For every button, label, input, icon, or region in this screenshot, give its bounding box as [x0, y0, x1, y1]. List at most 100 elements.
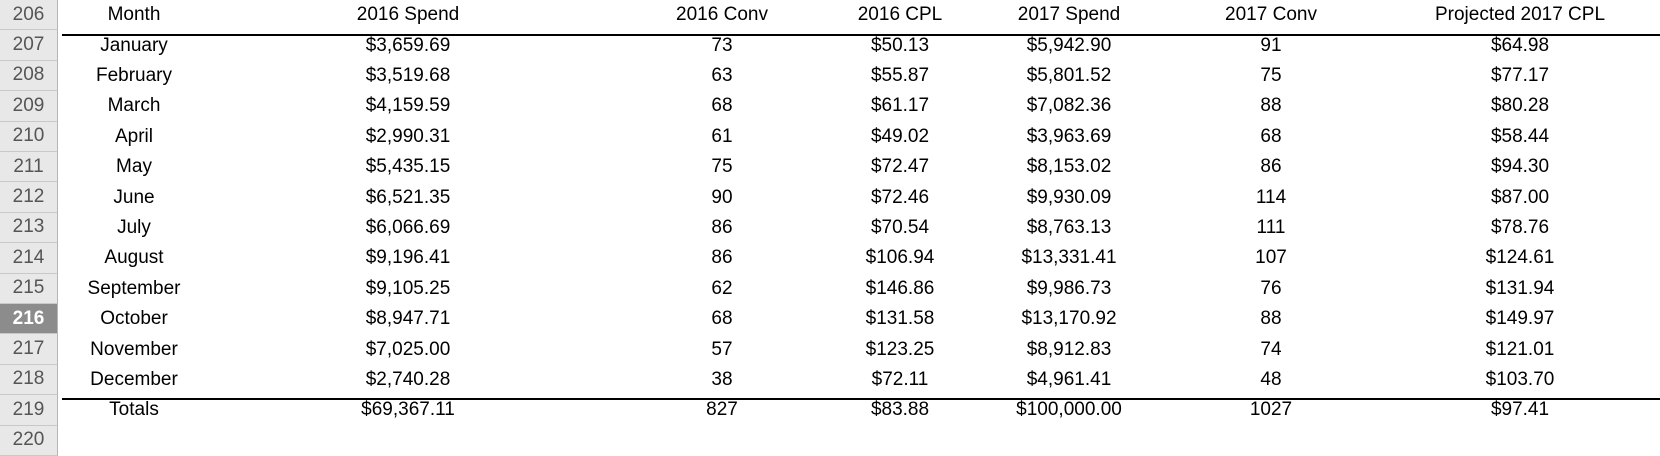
row-number[interactable]: 216 — [0, 304, 58, 335]
cell[interactable]: December — [90, 368, 178, 390]
cell[interactable]: $9,930.09 — [1026, 186, 1112, 208]
row-number[interactable]: 210 — [0, 121, 58, 152]
cell[interactable]: $7,082.36 — [1026, 95, 1112, 117]
header-cell[interactable]: 2016 CPL — [857, 4, 943, 26]
cell[interactable]: 86 — [711, 216, 733, 238]
cell[interactable]: August — [104, 247, 164, 269]
row-number[interactable]: 213 — [0, 212, 58, 244]
cell[interactable]: 114 — [1255, 186, 1287, 208]
row-number[interactable]: 211 — [0, 152, 58, 183]
total-cell[interactable]: $69,367.11 — [361, 399, 455, 421]
cell[interactable]: $121.01 — [1485, 338, 1555, 360]
header-cell[interactable]: 2017 Conv — [1225, 4, 1317, 26]
cell[interactable]: $72.47 — [870, 156, 930, 178]
cell[interactable]: $49.02 — [870, 125, 930, 147]
cell[interactable]: 90 — [711, 186, 733, 208]
cell[interactable]: $131.94 — [1485, 277, 1555, 299]
cell[interactable]: $58.44 — [1490, 125, 1550, 147]
cell[interactable]: $131.58 — [865, 308, 935, 330]
cell[interactable]: $13,170.92 — [1021, 308, 1117, 330]
cell[interactable]: $4,961.41 — [1026, 368, 1112, 390]
cell[interactable]: $7,025.00 — [365, 338, 451, 360]
total-cell[interactable]: 1027 — [1249, 399, 1293, 421]
cell[interactable]: 38 — [711, 368, 733, 390]
cell[interactable]: 75 — [1260, 64, 1282, 86]
cell[interactable]: $4,159.59 — [365, 95, 451, 117]
cell[interactable]: $2,990.31 — [365, 125, 451, 147]
cell[interactable]: January — [100, 34, 168, 56]
row-number[interactable]: 218 — [0, 364, 58, 396]
cell[interactable]: 88 — [1260, 95, 1282, 117]
cell[interactable]: $5,942.90 — [1026, 34, 1112, 56]
row-number[interactable]: 215 — [0, 273, 58, 304]
cell[interactable]: 68 — [711, 95, 733, 117]
total-cell[interactable]: 827 — [706, 399, 738, 421]
row-number[interactable]: 206 — [0, 0, 58, 31]
header-cell[interactable]: 2016 Conv — [676, 4, 768, 26]
header-cell[interactable]: Projected 2017 CPL — [1434, 4, 1606, 26]
cell[interactable]: $103.70 — [1485, 368, 1555, 390]
header-cell[interactable]: 2017 Spend — [1017, 4, 1121, 26]
cell[interactable]: February — [95, 64, 173, 86]
cell[interactable]: 68 — [711, 308, 733, 330]
total-cell[interactable]: $100,000.00 — [1016, 399, 1122, 421]
row-number[interactable]: 214 — [0, 243, 58, 274]
cell[interactable]: 88 — [1260, 308, 1282, 330]
cell[interactable]: $80.28 — [1490, 95, 1550, 117]
cell[interactable]: 86 — [1260, 156, 1282, 178]
cell[interactable]: $149.97 — [1485, 308, 1555, 330]
cell[interactable]: $3,659.69 — [365, 34, 451, 56]
row-number[interactable]: 219 — [0, 395, 58, 426]
cell[interactable]: $124.61 — [1485, 247, 1555, 269]
cell[interactable]: November — [90, 338, 178, 360]
cell[interactable]: March — [107, 95, 161, 117]
cell[interactable]: 57 — [711, 338, 733, 360]
cell[interactable]: 73 — [711, 34, 733, 56]
cell[interactable]: July — [117, 216, 151, 238]
cell[interactable]: $50.13 — [870, 34, 930, 56]
row-number[interactable]: 209 — [0, 91, 58, 122]
cell[interactable]: 107 — [1255, 247, 1287, 269]
cell[interactable]: 76 — [1260, 277, 1282, 299]
cell[interactable]: $6,066.69 — [365, 216, 451, 238]
cell[interactable]: $3,519.68 — [365, 64, 451, 86]
cell[interactable]: $8,763.13 — [1026, 216, 1112, 238]
cell[interactable]: $61.17 — [870, 95, 930, 117]
cell[interactable]: 74 — [1260, 338, 1282, 360]
total-cell[interactable]: $83.88 — [870, 399, 930, 421]
total-cell[interactable]: $97.41 — [1490, 399, 1550, 421]
cell[interactable]: 48 — [1260, 368, 1282, 390]
cell[interactable]: 91 — [1260, 34, 1282, 56]
cell[interactable]: $72.46 — [870, 186, 930, 208]
cell[interactable]: $8,947.71 — [365, 308, 451, 330]
cell[interactable]: $8,912.83 — [1026, 338, 1112, 360]
cell[interactable]: $72.11 — [871, 368, 929, 390]
cell[interactable]: September — [87, 277, 181, 299]
cell[interactable]: $146.86 — [865, 277, 935, 299]
header-cell[interactable]: 2016 Spend — [356, 4, 460, 26]
cell[interactable]: $64.98 — [1490, 34, 1550, 56]
cell[interactable]: $9,196.41 — [365, 247, 451, 269]
cell[interactable]: 111 — [1256, 216, 1286, 238]
cell[interactable]: $13,331.41 — [1021, 247, 1117, 269]
cell[interactable]: $123.25 — [865, 338, 935, 360]
cell[interactable]: April — [114, 125, 154, 147]
cell[interactable]: May — [116, 156, 152, 178]
cell[interactable]: $8,153.02 — [1026, 156, 1112, 178]
cell[interactable]: $5,435.15 — [365, 156, 451, 178]
cell[interactable]: $3,963.69 — [1026, 125, 1112, 147]
cell[interactable]: $87.00 — [1490, 186, 1550, 208]
cell[interactable]: 75 — [711, 156, 733, 178]
cell[interactable]: $6,521.35 — [365, 186, 451, 208]
cell[interactable]: $106.94 — [865, 247, 935, 269]
row-number[interactable]: 217 — [0, 334, 58, 365]
cell[interactable]: 61 — [711, 125, 733, 147]
cell[interactable]: June — [113, 186, 155, 208]
total-cell[interactable]: Totals — [109, 399, 159, 421]
cell[interactable]: $77.17 — [1490, 64, 1550, 86]
row-number[interactable]: 220 — [0, 425, 58, 456]
cell[interactable]: October — [100, 308, 168, 330]
cell[interactable]: $2,740.28 — [365, 368, 451, 390]
row-number[interactable]: 208 — [0, 60, 58, 92]
cell[interactable]: $9,105.25 — [365, 277, 451, 299]
